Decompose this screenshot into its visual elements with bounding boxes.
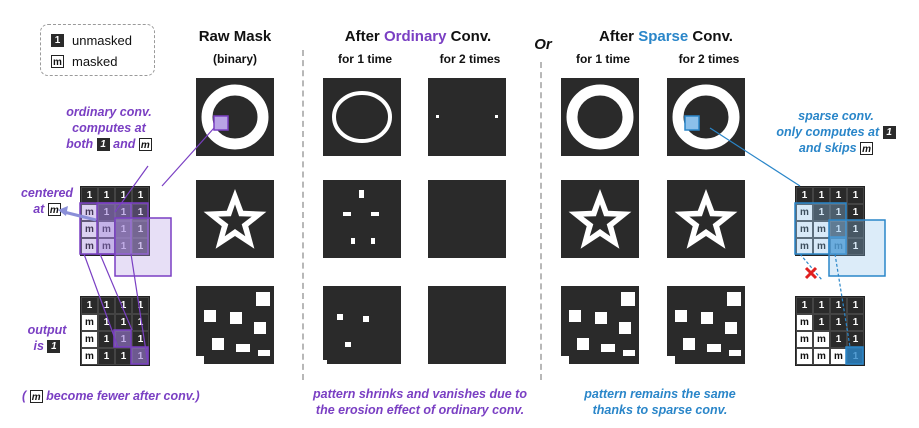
ordinary-star-2-tile <box>428 180 506 258</box>
grid-cell: 1 <box>847 187 864 204</box>
fewer-note: ( m become fewer after conv.) <box>22 389 200 404</box>
red-x-icon <box>804 266 818 280</box>
right-input-grid: 1111m111mm11mmm1 <box>795 186 865 256</box>
grid-cell: 1 <box>813 314 830 331</box>
grid-cell: 1 <box>830 187 847 204</box>
sparse-note-chip-m: m <box>860 142 874 156</box>
raw-mask-subheader: (binary) <box>212 52 257 66</box>
legend-masked: m masked <box>51 51 118 71</box>
right-link-line-1 <box>709 127 801 187</box>
left-output-highlight-b <box>130 346 149 365</box>
left-drop-line-1 <box>83 253 119 348</box>
ordinary-note-chip-1: 1 <box>96 138 110 152</box>
output-note-chip-1: 1 <box>47 340 61 354</box>
grid-cell: m <box>813 331 830 348</box>
ordinary-star-1-tile <box>323 180 401 258</box>
masked-label: masked <box>72 53 118 69</box>
right-drop-line <box>834 253 851 348</box>
sparse-ring-2-tile <box>667 78 745 156</box>
legend-unmasked: 1 unmasked <box>51 30 132 50</box>
raw-mask-header: Raw Mask <box>198 28 272 45</box>
grid-cell: m <box>796 238 813 255</box>
fewer-note-chip-m: m <box>29 390 43 404</box>
grid-cell: 1 <box>813 204 830 221</box>
ordinary-blocks-2-tile <box>428 286 506 364</box>
right-kernel-highlight-b <box>828 219 886 277</box>
sparse-blocks-2-tile <box>667 286 745 364</box>
grid-cell: 1 <box>796 297 813 314</box>
or-label: Or <box>534 36 552 53</box>
ordinary-ring-2-tile <box>428 78 506 156</box>
grid-cell: 1 <box>847 238 864 255</box>
grid-cell: 1 <box>847 314 864 331</box>
sparse-2-times-label: for 2 times <box>678 52 740 66</box>
right-drop-line-2 <box>799 253 823 281</box>
ordinary-note-chip-m: m <box>138 138 152 152</box>
grid-cell: m <box>796 314 813 331</box>
left-output-highlight <box>113 329 132 348</box>
grid-cell: 1 <box>813 297 830 314</box>
masked-chip: m <box>51 54 64 68</box>
sparse-star-2-tile <box>667 180 745 258</box>
ordinary-1-time-label: for 1 time <box>337 52 392 66</box>
left-drop-line-3 <box>99 253 133 331</box>
ordinary-2-times-label: for 2 times <box>439 52 501 66</box>
right-output-highlight <box>845 346 864 365</box>
grid-cell: 1 <box>98 297 115 314</box>
after-sparse-header: After Sparse Conv. <box>599 28 733 45</box>
sparse-blocks-1-tile <box>561 286 639 364</box>
arrow-icon <box>63 210 97 222</box>
sparse-note: sparse conv. only computes at 1 and skip… <box>770 108 902 156</box>
ordinary-ring-1-tile <box>323 78 401 156</box>
raw-ring-tile <box>196 78 274 156</box>
after-ordinary-header: After Ordinary Conv. <box>344 28 492 45</box>
grid-cell: m <box>81 314 98 331</box>
sparse-bottom-note: pattern remains the same thanks to spars… <box>584 387 736 417</box>
arrow-head-icon <box>58 206 68 216</box>
left-link-line-2 <box>161 127 215 187</box>
grid-cell: 1 <box>830 331 847 348</box>
sparse-ring-1-tile <box>561 78 639 156</box>
left-link-line-1 <box>114 165 149 213</box>
grid-cell: 1 <box>847 221 864 238</box>
grid-cell: m <box>813 348 830 365</box>
unmasked-label: unmasked <box>72 32 132 48</box>
grid-cell: m <box>830 348 847 365</box>
left-drop-line-2 <box>130 253 149 365</box>
raw-star-tile <box>196 180 274 258</box>
grid-cell: m <box>796 331 813 348</box>
grid-cell: m <box>796 204 813 221</box>
grid-cell: 1 <box>132 204 149 221</box>
grid-cell: m <box>81 348 98 365</box>
sparse-1-time-label: for 1 time <box>575 52 630 66</box>
left-kernel-highlight-b <box>96 202 149 255</box>
grid-cell: 1 <box>847 297 864 314</box>
legend-box: 1 unmasked m masked <box>40 24 155 76</box>
divider-right <box>540 62 542 380</box>
raw-blocks-tile <box>196 286 274 364</box>
ordinary-bottom-note: pattern shrinks and vanishes due to the … <box>313 387 527 417</box>
grid-cell: 1 <box>81 297 98 314</box>
grid-cell: m <box>796 348 813 365</box>
sparse-note-chip-1: 1 <box>882 126 896 140</box>
left-kernel-highlight-c <box>114 217 172 277</box>
grid-cell: 1 <box>830 314 847 331</box>
output-note: output is 1 <box>27 323 67 354</box>
unmasked-chip: 1 <box>51 33 64 47</box>
grid-cell: 1 <box>98 204 115 221</box>
grid-cell: m <box>81 221 98 238</box>
grid-cell: m <box>796 221 813 238</box>
divider-left <box>302 50 304 380</box>
left-kernel-highlight-a <box>79 202 132 255</box>
sparse-star-1-tile <box>561 180 639 258</box>
grid-cell: m <box>813 221 830 238</box>
ordinary-note: ordinary conv. computes at both 1 and m <box>66 105 152 152</box>
grid-cell: 1 <box>98 348 115 365</box>
ordinary-blocks-1-tile <box>323 286 401 364</box>
grid-cell: m <box>81 331 98 348</box>
